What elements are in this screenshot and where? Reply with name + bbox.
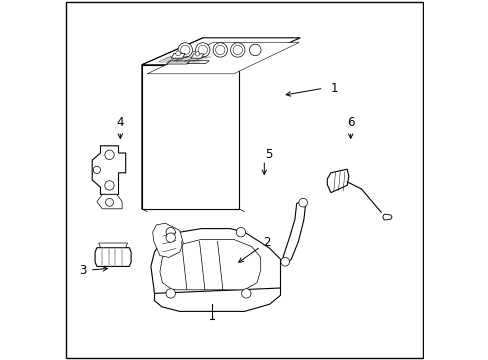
Text: 2: 2	[263, 237, 270, 249]
Circle shape	[249, 44, 261, 56]
Circle shape	[180, 45, 189, 55]
Polygon shape	[147, 42, 299, 74]
Polygon shape	[97, 194, 122, 209]
Polygon shape	[160, 239, 260, 290]
Circle shape	[195, 52, 199, 56]
Polygon shape	[151, 229, 280, 304]
Circle shape	[241, 289, 250, 298]
Text: 1: 1	[330, 82, 338, 95]
Text: 4: 4	[116, 116, 124, 129]
Circle shape	[176, 51, 180, 56]
Polygon shape	[99, 243, 127, 248]
Circle shape	[280, 257, 289, 266]
Circle shape	[236, 228, 245, 237]
Polygon shape	[142, 38, 203, 209]
Circle shape	[195, 43, 209, 57]
Polygon shape	[326, 169, 348, 193]
Polygon shape	[191, 54, 203, 58]
Circle shape	[178, 43, 192, 57]
Circle shape	[104, 150, 114, 159]
Circle shape	[198, 45, 207, 55]
Text: 3: 3	[79, 264, 86, 276]
Circle shape	[233, 45, 242, 55]
Polygon shape	[186, 61, 209, 63]
Circle shape	[166, 233, 175, 242]
Circle shape	[230, 43, 244, 57]
Polygon shape	[142, 38, 300, 65]
Text: 6: 6	[346, 116, 354, 129]
Polygon shape	[152, 223, 183, 257]
Polygon shape	[382, 214, 391, 220]
Circle shape	[166, 228, 175, 237]
Polygon shape	[142, 65, 239, 209]
Circle shape	[104, 181, 114, 190]
Circle shape	[93, 166, 101, 174]
Polygon shape	[92, 146, 125, 194]
Text: 5: 5	[264, 148, 272, 161]
Polygon shape	[154, 288, 280, 311]
Polygon shape	[171, 53, 184, 58]
Circle shape	[298, 198, 307, 207]
Polygon shape	[95, 248, 131, 266]
Circle shape	[213, 43, 227, 57]
Polygon shape	[166, 61, 191, 64]
Circle shape	[166, 289, 175, 298]
Polygon shape	[282, 202, 305, 265]
Circle shape	[105, 198, 113, 206]
Circle shape	[215, 45, 224, 55]
